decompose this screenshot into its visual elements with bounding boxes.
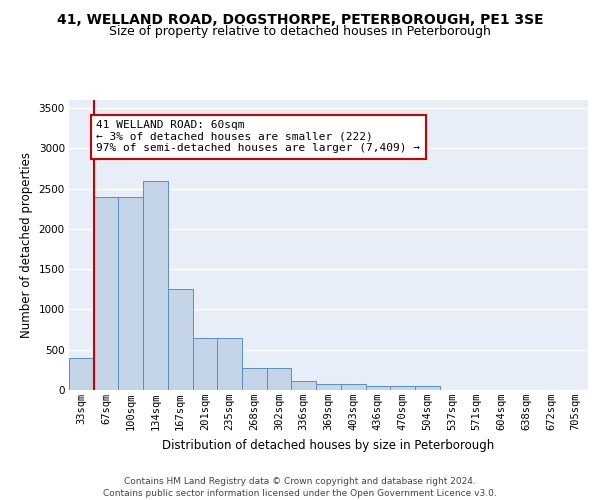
Bar (143, 180, 168, 390)
Text: 41 WELLAND ROAD: 60sqm
← 3% of detached houses are smaller (222)
97% of semi-det: 41 WELLAND ROAD: 60sqm ← 3% of detached … (96, 120, 420, 154)
Bar (267, 368, 292, 390)
Bar (69, 358, 94, 390)
Text: Size of property relative to detached houses in Peterborough: Size of property relative to detached ho… (109, 25, 491, 38)
Bar (316, 384, 341, 390)
Bar (193, 338, 217, 390)
Bar (341, 384, 365, 390)
Bar (168, 290, 193, 390)
Bar (94, 196, 118, 390)
X-axis label: Distribution of detached houses by size in Peterborough: Distribution of detached houses by size … (163, 438, 494, 452)
Bar (415, 386, 440, 390)
Bar (365, 386, 390, 390)
Bar (118, 196, 143, 390)
Text: Contains HM Land Registry data © Crown copyright and database right 2024.
Contai: Contains HM Land Registry data © Crown c… (103, 476, 497, 498)
Bar (242, 368, 267, 390)
Bar (217, 338, 242, 390)
Text: 41, WELLAND ROAD, DOGSTHORPE, PETERBOROUGH, PE1 3SE: 41, WELLAND ROAD, DOGSTHORPE, PETERBOROU… (56, 12, 544, 26)
Bar (292, 381, 316, 390)
Y-axis label: Number of detached properties: Number of detached properties (20, 152, 33, 338)
Bar (390, 386, 415, 390)
